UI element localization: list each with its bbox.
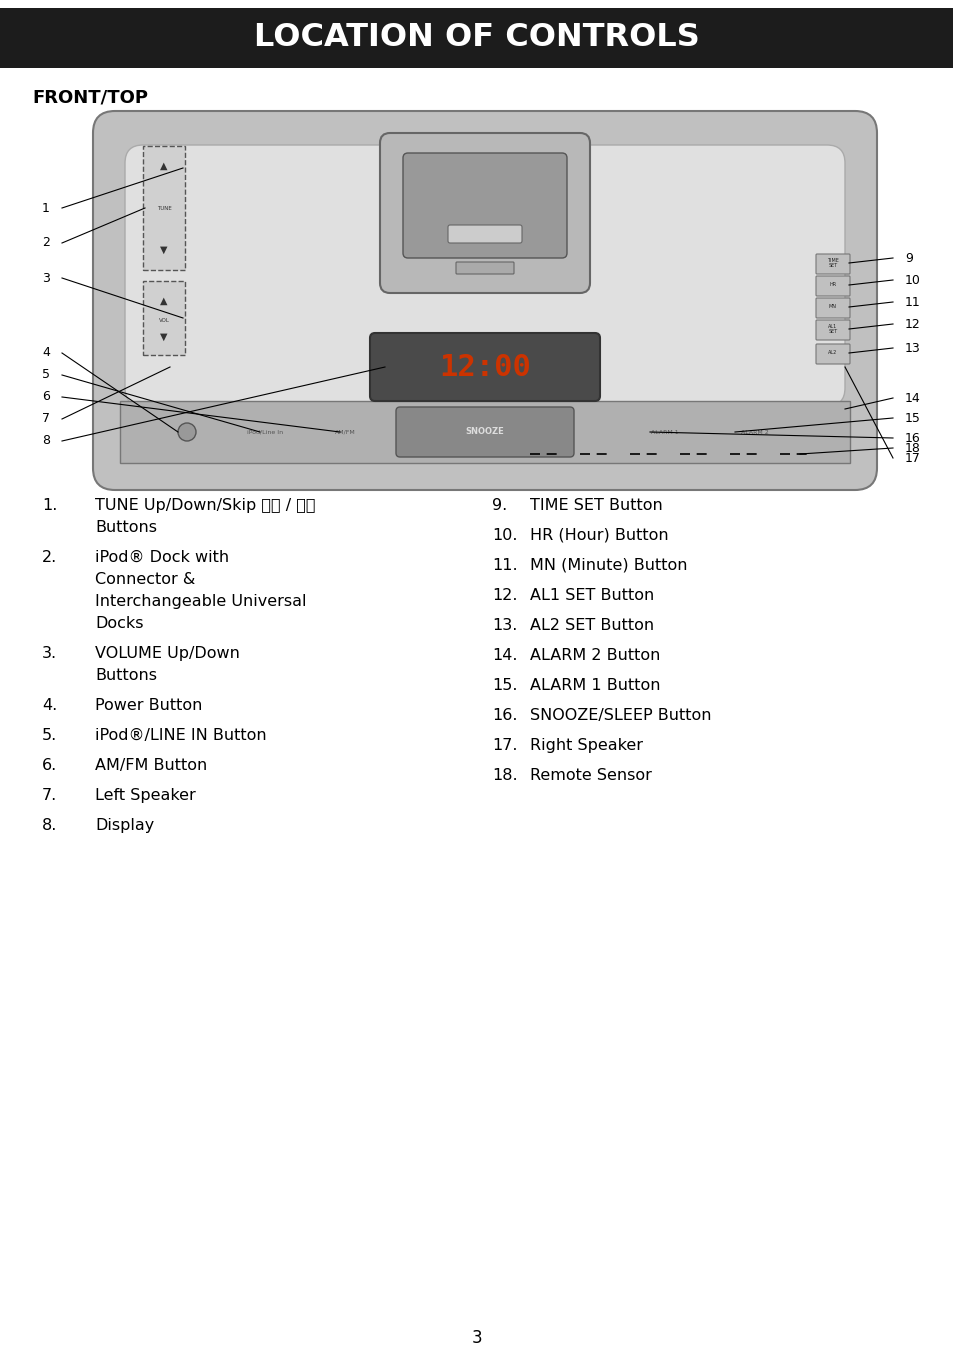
Text: 18.: 18.	[492, 767, 517, 782]
Text: 7.: 7.	[42, 788, 57, 803]
Text: TUNE Up/Down/Skip ⏭⏭ / ⏮⏮: TUNE Up/Down/Skip ⏭⏭ / ⏮⏮	[95, 497, 315, 512]
Text: Right Speaker: Right Speaker	[530, 737, 642, 752]
Text: iPod/Line In: iPod/Line In	[247, 429, 283, 435]
Text: iPod®/LINE IN Button: iPod®/LINE IN Button	[95, 728, 266, 743]
Text: TIME SET Button: TIME SET Button	[530, 497, 662, 512]
Text: 15.: 15.	[492, 677, 517, 692]
Text: 10: 10	[904, 274, 920, 286]
FancyBboxPatch shape	[815, 275, 849, 296]
Text: ▲: ▲	[160, 296, 168, 307]
FancyBboxPatch shape	[815, 254, 849, 274]
Text: Power Button: Power Button	[95, 698, 202, 713]
Text: Interchangeable Universal: Interchangeable Universal	[95, 594, 306, 609]
Text: 12:00: 12:00	[438, 353, 531, 382]
Text: TIME
SET: TIME SET	[826, 258, 838, 269]
FancyBboxPatch shape	[143, 281, 185, 354]
Text: ALARM 2: ALARM 2	[740, 429, 768, 435]
Text: TUNE: TUNE	[156, 206, 172, 210]
FancyBboxPatch shape	[92, 110, 876, 491]
Text: 1: 1	[42, 202, 50, 214]
Text: 4.: 4.	[42, 698, 57, 713]
Text: 2: 2	[42, 237, 50, 249]
Text: 1.: 1.	[42, 497, 57, 512]
Text: 10.: 10.	[492, 527, 517, 542]
Text: Left Speaker: Left Speaker	[95, 788, 195, 803]
Text: SNOOZE: SNOOZE	[465, 428, 504, 436]
FancyBboxPatch shape	[143, 146, 185, 270]
Text: 13: 13	[904, 342, 920, 354]
Text: 3: 3	[42, 271, 50, 285]
Text: Buttons: Buttons	[95, 521, 157, 536]
Text: 8: 8	[42, 435, 50, 447]
FancyBboxPatch shape	[815, 343, 849, 364]
Text: 18: 18	[904, 442, 920, 454]
Text: AL1
SET: AL1 SET	[827, 323, 837, 334]
FancyBboxPatch shape	[815, 320, 849, 339]
Text: HR: HR	[828, 282, 836, 288]
Text: AL2: AL2	[827, 350, 837, 356]
Text: 6: 6	[42, 391, 50, 403]
FancyBboxPatch shape	[0, 8, 953, 68]
Text: HR (Hour) Button: HR (Hour) Button	[530, 527, 668, 542]
Text: 11: 11	[904, 296, 920, 308]
Text: MN (Minute) Button: MN (Minute) Button	[530, 557, 687, 572]
Text: Docks: Docks	[95, 616, 143, 631]
Text: 16.: 16.	[492, 707, 517, 722]
Text: ALARM 1 Button: ALARM 1 Button	[530, 677, 659, 692]
Text: Buttons: Buttons	[95, 668, 157, 683]
Text: AM/FM Button: AM/FM Button	[95, 758, 207, 773]
Text: 13.: 13.	[492, 617, 517, 632]
Text: ▼: ▼	[160, 245, 168, 255]
FancyBboxPatch shape	[370, 333, 599, 401]
Text: 8.: 8.	[42, 818, 57, 833]
Text: ALARM 1: ALARM 1	[651, 429, 679, 435]
Text: Display: Display	[95, 818, 154, 833]
Text: 16: 16	[904, 432, 920, 444]
Text: 5: 5	[42, 368, 50, 382]
Text: 14.: 14.	[492, 647, 517, 662]
Text: 2.: 2.	[42, 551, 57, 566]
FancyBboxPatch shape	[448, 225, 521, 243]
FancyBboxPatch shape	[402, 153, 566, 258]
Text: 4: 4	[42, 346, 50, 360]
FancyBboxPatch shape	[379, 134, 589, 293]
FancyBboxPatch shape	[456, 262, 514, 274]
Text: Connector &: Connector &	[95, 572, 195, 587]
Text: MN: MN	[828, 304, 836, 309]
Text: 12.: 12.	[492, 587, 517, 602]
Text: 5.: 5.	[42, 728, 57, 743]
Text: 12: 12	[904, 318, 920, 330]
Text: 17: 17	[904, 451, 920, 465]
Text: ALARM 2 Button: ALARM 2 Button	[530, 647, 659, 662]
Text: 15: 15	[904, 412, 920, 424]
Text: 9.: 9.	[492, 497, 507, 512]
Text: 7: 7	[42, 413, 50, 425]
FancyBboxPatch shape	[395, 408, 574, 457]
Text: ▼: ▼	[160, 333, 168, 342]
Text: 6.: 6.	[42, 758, 57, 773]
Text: SNOOZE/SLEEP Button: SNOOZE/SLEEP Button	[530, 707, 711, 722]
Text: 11.: 11.	[492, 557, 517, 572]
Text: 3: 3	[471, 1329, 482, 1347]
Text: AL1 SET Button: AL1 SET Button	[530, 587, 654, 602]
Text: ▲: ▲	[160, 161, 168, 170]
Text: LOCATION OF CONTROLS: LOCATION OF CONTROLS	[253, 23, 700, 53]
FancyBboxPatch shape	[815, 298, 849, 318]
Text: AL2 SET Button: AL2 SET Button	[530, 617, 654, 632]
Text: VOLUME Up/Down: VOLUME Up/Down	[95, 646, 239, 661]
Text: AM/FM: AM/FM	[335, 429, 355, 435]
FancyBboxPatch shape	[125, 144, 844, 406]
Text: 14: 14	[904, 391, 920, 405]
Text: 3.: 3.	[42, 646, 57, 661]
Text: VOL: VOL	[158, 318, 170, 323]
Text: 9: 9	[904, 252, 912, 264]
Circle shape	[178, 423, 195, 442]
Text: iPod® Dock with: iPod® Dock with	[95, 551, 229, 566]
FancyBboxPatch shape	[120, 401, 849, 463]
Text: Remote Sensor: Remote Sensor	[530, 767, 651, 782]
Text: FRONT/TOP: FRONT/TOP	[32, 89, 148, 108]
Text: 17.: 17.	[492, 737, 517, 752]
